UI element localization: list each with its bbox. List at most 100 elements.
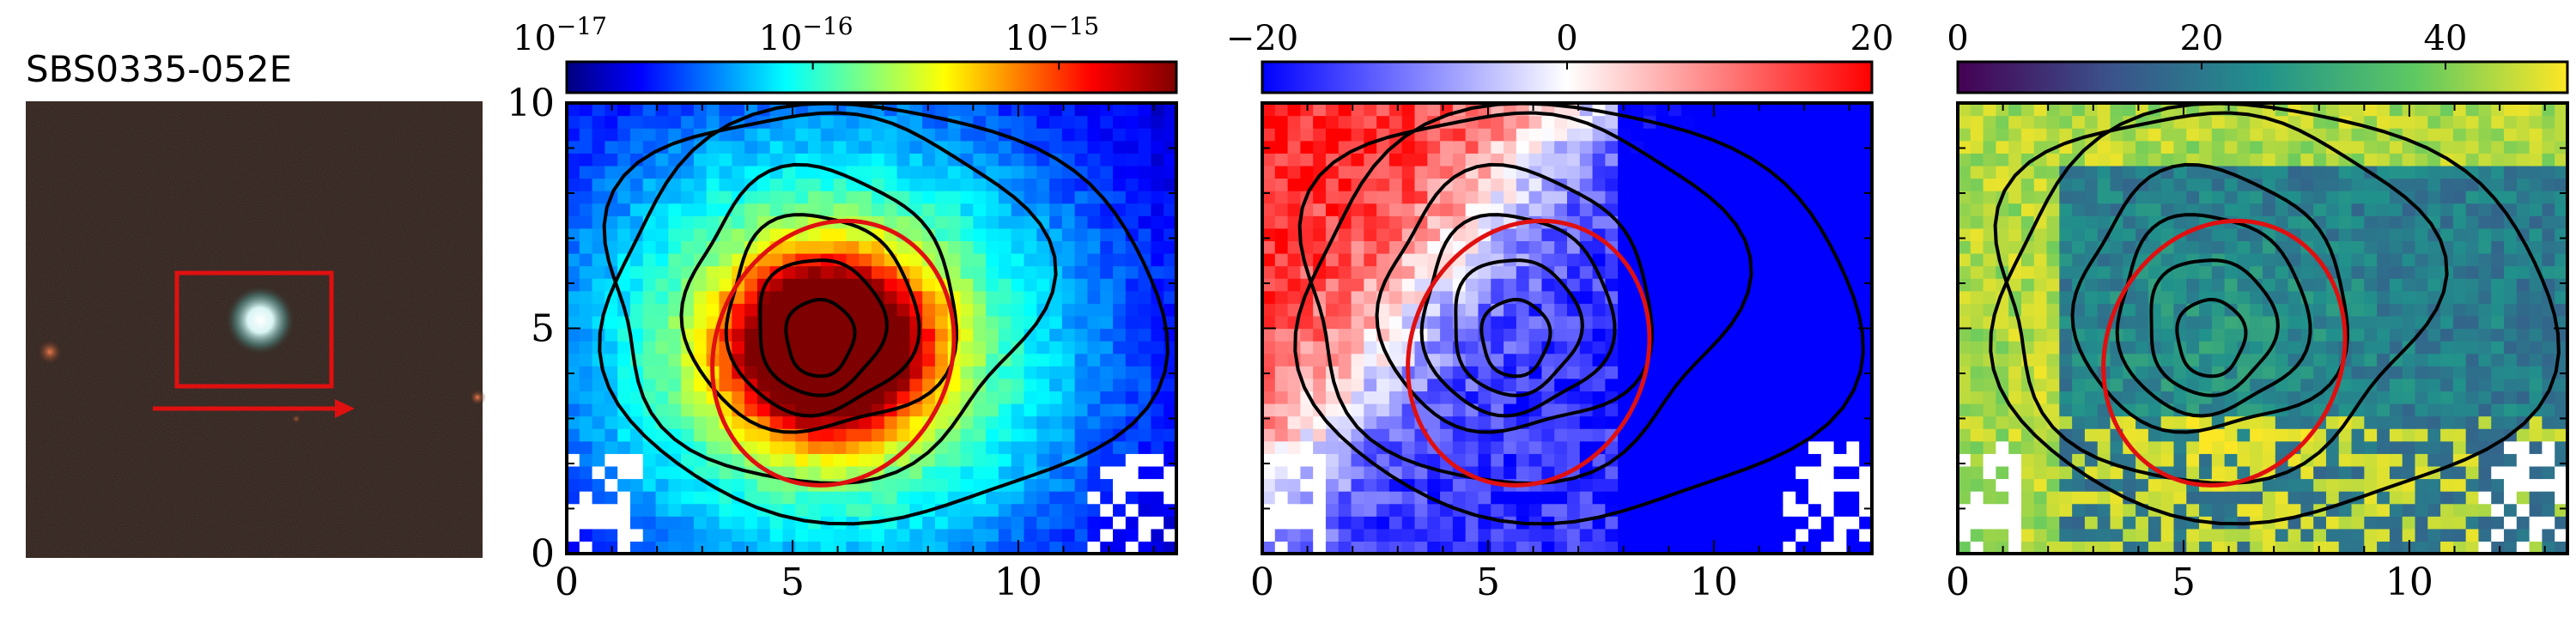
heatmap-cell <box>2224 440 2239 454</box>
heatmap-cell <box>2516 278 2530 292</box>
heatmap-cell <box>2300 227 2314 242</box>
heatmap-cell <box>1592 191 1606 204</box>
heatmap-cell <box>2389 341 2403 354</box>
heatmap-cell <box>1491 278 1504 292</box>
heatmap-cell <box>1958 428 1971 442</box>
heatmap-cell <box>1970 453 1984 467</box>
heatmap-cell <box>1338 165 1352 179</box>
heatmap-cell <box>1745 353 1759 367</box>
heatmap-cell <box>1351 491 1364 505</box>
heatmap-cell <box>2402 303 2416 317</box>
heatmap-cell <box>2542 403 2555 417</box>
heatmap-cell <box>1478 178 1492 191</box>
heatmap-cell <box>2033 328 2048 342</box>
heatmap-cell <box>1983 403 1996 417</box>
heatmap-cell <box>1770 253 1784 267</box>
heatmap-cell <box>1970 541 1984 554</box>
heatmap-cell <box>1504 303 1517 317</box>
heatmap-cell <box>2542 516 2555 530</box>
heatmap-cell <box>1745 440 1759 454</box>
heatmap-cell <box>795 440 809 454</box>
heatmap-cell <box>2313 541 2327 554</box>
heatmap-cell <box>1630 465 1644 480</box>
heatmap-cell <box>2186 215 2200 229</box>
heatmap-cell <box>629 440 644 454</box>
heatmap-cell <box>1681 428 1695 442</box>
heatmap-cell <box>896 290 910 304</box>
heatmap-cell <box>2313 516 2327 530</box>
heatmap-cell <box>1618 191 1631 204</box>
heatmap-cell <box>960 227 974 242</box>
heatmap-cell <box>1770 315 1784 330</box>
heatmap-cell <box>1036 353 1050 367</box>
heatmap-cell <box>1958 315 1971 330</box>
heatmap-cell <box>2478 253 2492 267</box>
heatmap-cell <box>947 403 962 417</box>
heatmap-cell <box>1061 140 1076 154</box>
heatmap-cell <box>1300 503 1314 517</box>
heatmap-cell <box>2020 516 2035 530</box>
heatmap-cell <box>846 165 860 179</box>
heatmap-cell <box>1113 178 1127 191</box>
heatmap-cell <box>1579 415 1594 429</box>
heatmap-cell <box>2415 440 2428 454</box>
heatmap-cell <box>820 278 835 292</box>
heatmap-cell <box>2275 290 2289 304</box>
heatmap-cell <box>1630 191 1644 204</box>
heatmap-cell <box>706 265 720 279</box>
heatmap-cell <box>2465 403 2480 417</box>
heatmap-cell <box>1113 440 1127 454</box>
heatmap-cell <box>884 153 898 167</box>
heatmap-cell <box>2160 353 2175 367</box>
heatmap-cell <box>2452 253 2467 267</box>
heatmap-cell <box>1770 391 1784 404</box>
heatmap-cell <box>1770 215 1784 229</box>
heatmap-cell <box>2415 516 2428 530</box>
heatmap-cell <box>947 541 962 554</box>
heatmap-cell <box>1567 140 1581 154</box>
heatmap-cell <box>2237 240 2251 254</box>
heatmap-cell <box>1138 103 1152 117</box>
heatmap-cell <box>2415 391 2428 404</box>
heatmap-cell <box>973 315 987 330</box>
heatmap-cell <box>1061 178 1076 191</box>
heatmap-cell <box>1364 403 1377 417</box>
heatmap-cell <box>1745 115 1759 129</box>
heatmap-cell <box>1440 353 1454 367</box>
heatmap-cell <box>1074 115 1089 129</box>
heatmap-cell <box>1325 278 1340 292</box>
heatmap-cell <box>998 378 1012 392</box>
heatmap-cell <box>782 178 796 191</box>
heatmap-cell <box>2059 528 2073 542</box>
heatmap-cell <box>2529 378 2543 392</box>
heatmap-cell <box>1049 503 1063 517</box>
heatmap-cell <box>1846 153 1860 167</box>
heatmap-cell <box>884 491 898 505</box>
heatmap-cell <box>1049 203 1063 216</box>
heatmap-cell <box>859 341 872 354</box>
heatmap-cell <box>1605 115 1619 129</box>
heatmap-cell <box>808 227 822 242</box>
heatmap-cell <box>1300 115 1314 129</box>
heatmap-cell <box>1567 440 1581 454</box>
heatmap-cell <box>2173 366 2187 379</box>
heatmap-cell <box>1579 215 1594 229</box>
heatmap-cell <box>1516 128 1530 142</box>
heatmap-cell <box>998 366 1012 379</box>
heatmap-cell <box>1036 428 1050 442</box>
heatmap-cell <box>567 528 580 542</box>
heatmap-cell <box>1808 328 1822 342</box>
heatmap-cell <box>2237 227 2251 242</box>
heatmap-cell <box>820 115 835 129</box>
heatmap-cell <box>1719 528 1733 542</box>
heatmap-cell <box>2313 278 2327 292</box>
heatmap-cell <box>2199 415 2213 429</box>
heatmap-cell <box>567 353 580 367</box>
heatmap-cell <box>1668 253 1682 267</box>
heatmap-cell <box>1579 203 1594 216</box>
heatmap-cell <box>2452 303 2467 317</box>
heatmap-cell <box>1643 428 1657 442</box>
heatmap-cell <box>2542 478 2555 492</box>
heatmap-cell <box>947 203 962 216</box>
heatmap-cell <box>1719 415 1733 429</box>
